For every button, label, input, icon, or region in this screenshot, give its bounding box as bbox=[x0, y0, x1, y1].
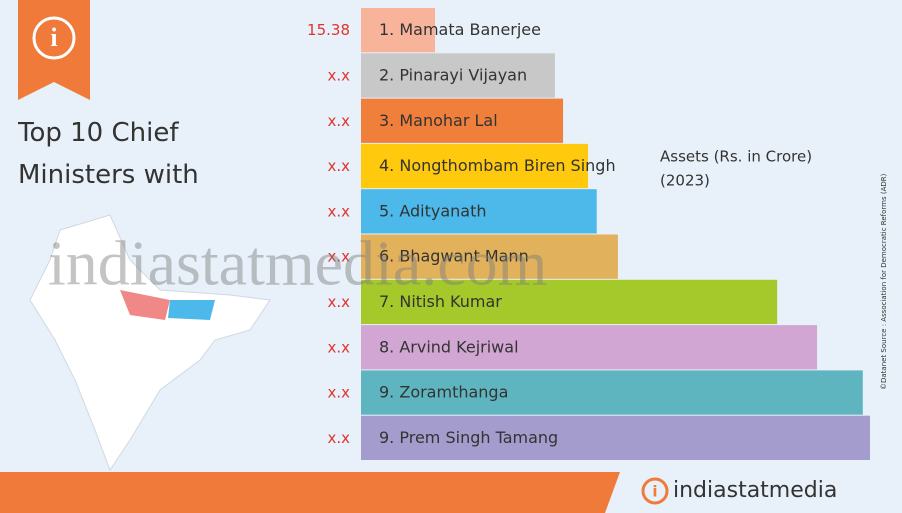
bar bbox=[361, 143, 589, 189]
unit-label: Assets (Rs. in Crore) bbox=[660, 148, 812, 166]
info-icon-i: i bbox=[50, 23, 57, 52]
category-label: 9. Prem Singh Tamang bbox=[379, 428, 558, 447]
value-label: x.x bbox=[327, 384, 350, 402]
bar bbox=[361, 234, 618, 279]
value-label: x.x bbox=[327, 248, 350, 266]
value-label: x.x bbox=[327, 112, 350, 130]
value-label: x.x bbox=[327, 157, 350, 175]
value-label: x.x bbox=[327, 66, 350, 84]
watermark: indiastatmedia.com bbox=[48, 228, 547, 299]
bar bbox=[361, 325, 818, 370]
category-label: 4. Nongthombam Biren Singh bbox=[379, 156, 616, 175]
bar bbox=[361, 8, 435, 53]
period-label: (2023) bbox=[660, 172, 710, 190]
value-label: x.x bbox=[327, 202, 350, 220]
category-label: 9. Zoramthanga bbox=[379, 383, 508, 402]
bar bbox=[361, 53, 555, 98]
footer-band bbox=[0, 472, 620, 513]
category-label: 5. Adityanath bbox=[379, 201, 487, 220]
category-label: 3. Manohar Lal bbox=[379, 111, 498, 130]
value-label: x.x bbox=[327, 338, 350, 356]
category-label: 6. Bhagwant Mann bbox=[379, 247, 529, 266]
bar bbox=[361, 415, 870, 460]
bars: 1. Mamata Banerjee 15.38 2. Pinarayi Vijay… bbox=[307, 8, 870, 460]
state-highlight bbox=[168, 300, 215, 320]
bar bbox=[361, 189, 597, 234]
info-icon bbox=[32, 16, 76, 60]
brand-icon-i: i bbox=[652, 483, 657, 501]
bar bbox=[361, 279, 778, 325]
bar bbox=[361, 98, 564, 143]
brand: indiastatmedia bbox=[673, 478, 837, 503]
title-box: Top 10 Chief Ministers with Lowest Asset… bbox=[18, 118, 199, 190]
category-label: 8. Arvind Kejriwal bbox=[379, 337, 519, 356]
category-label: 2. Pinarayi Vijayan bbox=[379, 65, 527, 84]
category-label: 1. Mamata Banerjee bbox=[379, 20, 541, 39]
brand-icon bbox=[641, 477, 669, 505]
value-label: x.x bbox=[327, 293, 350, 311]
source-note: ©Datanet Source : Association for Democr… bbox=[880, 173, 888, 390]
india-map bbox=[29, 214, 271, 472]
info-banner bbox=[18, 0, 90, 100]
value-label: 15.38 bbox=[307, 21, 350, 39]
chart-title: Top 10 Chief Ministers with Lowest Asset… bbox=[18, 118, 199, 190]
state-highlight bbox=[120, 290, 170, 320]
category-label: 7. Nitish Kumar bbox=[379, 292, 502, 311]
value-label: x.x bbox=[327, 429, 350, 447]
bar bbox=[361, 370, 863, 415]
